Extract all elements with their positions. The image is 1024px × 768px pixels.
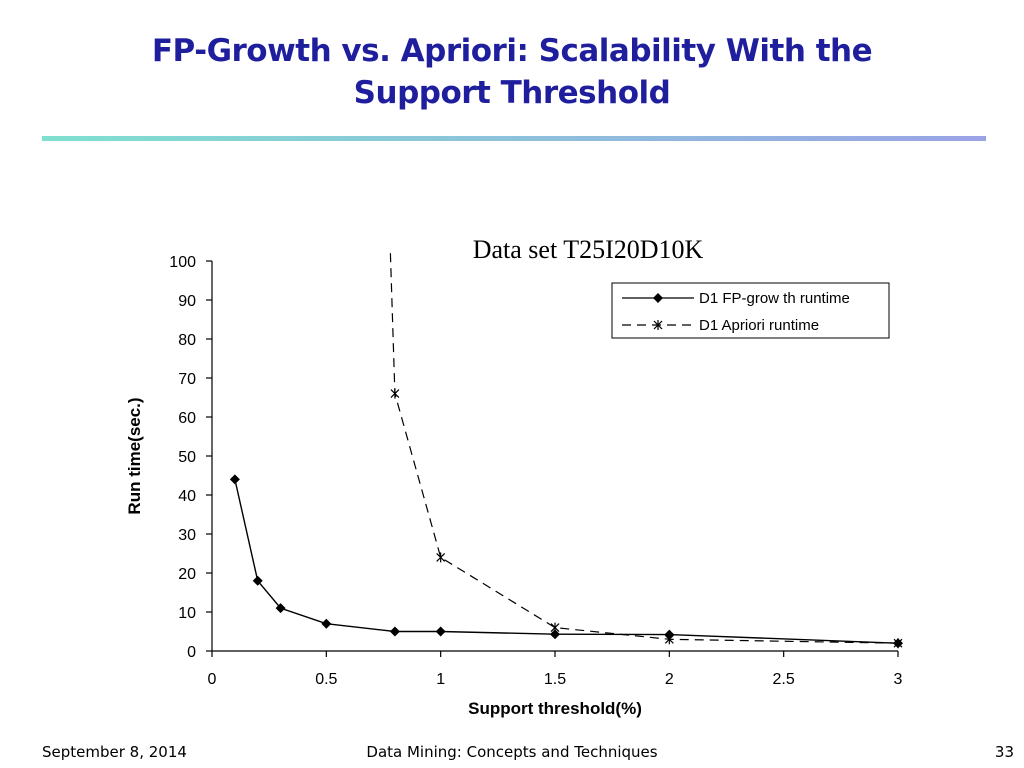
fp-growth-point	[321, 618, 332, 629]
y-tick-label: 30	[178, 527, 196, 544]
slide-title-line-1: FP-Growth vs. Apriori: Scalability With …	[151, 33, 873, 69]
x-tick-label: 0.5	[315, 671, 337, 688]
apriori-line	[389, 253, 899, 644]
y-tick-label: 80	[178, 332, 196, 349]
chart-axes: 0 10 20 30 40 50 60 70 80 90 100 0 0.5 1 1.5 2 2.5 3	[169, 254, 902, 688]
footer-page-number: 33	[994, 743, 1014, 761]
footer-date: September 8, 2014	[42, 743, 187, 761]
fp-growth-point	[389, 626, 400, 637]
legend-label-apriori: D1 Apriori runtime	[699, 317, 819, 334]
chart-title: Data set T25I20D10K	[473, 235, 704, 264]
y-tick-label: 100	[169, 254, 196, 271]
legend-marker-apriori	[653, 320, 663, 330]
x-tick-label: 1	[436, 671, 445, 688]
y-tick-label: 60	[178, 410, 196, 427]
chart-series	[229, 253, 903, 649]
apriori-point	[664, 634, 674, 645]
x-tick-label: 1.5	[544, 671, 566, 688]
title-divider	[42, 136, 986, 141]
y-axis-label: Run time(sec.)	[125, 397, 144, 514]
fp-growth-line	[234, 479, 899, 644]
fp-growth-point	[435, 626, 446, 637]
slide-title: FP-Growth vs. Apriori: Scalability With …	[0, 30, 1024, 114]
x-axis-label: Support threshold(%)	[468, 699, 642, 718]
apriori-point	[390, 388, 400, 399]
legend-marker-fp-growth	[653, 293, 663, 303]
x-tick-label: 0	[208, 671, 217, 688]
y-tick-label: 10	[178, 605, 196, 622]
fp-growth-point	[229, 474, 240, 485]
x-tick-label: 2.5	[773, 671, 795, 688]
y-tick-label: 50	[178, 449, 196, 466]
apriori-point	[550, 622, 560, 633]
chart-legend: D1 FP-grow th runtime D1 Apriori runtime	[611, 282, 890, 339]
apriori-point	[893, 638, 903, 649]
y-tick-label: 40	[178, 488, 196, 505]
apriori-point	[436, 552, 446, 563]
slide-title-line-2: Support Threshold	[353, 75, 671, 111]
fp-growth-point	[252, 575, 263, 586]
y-tick-label: 70	[178, 371, 196, 388]
legend-label-fp-growth: D1 FP-grow th runtime	[699, 290, 850, 307]
y-tick-label: 20	[178, 566, 196, 583]
fp-growth-point	[550, 629, 560, 640]
footer-course-title: Data Mining: Concepts and Techniques	[366, 743, 658, 761]
fp-growth-point	[275, 603, 286, 614]
y-tick-label: 0	[187, 644, 196, 661]
y-tick-label: 90	[178, 293, 196, 310]
x-tick-label: 3	[894, 671, 903, 688]
x-tick-label: 2	[665, 671, 674, 688]
